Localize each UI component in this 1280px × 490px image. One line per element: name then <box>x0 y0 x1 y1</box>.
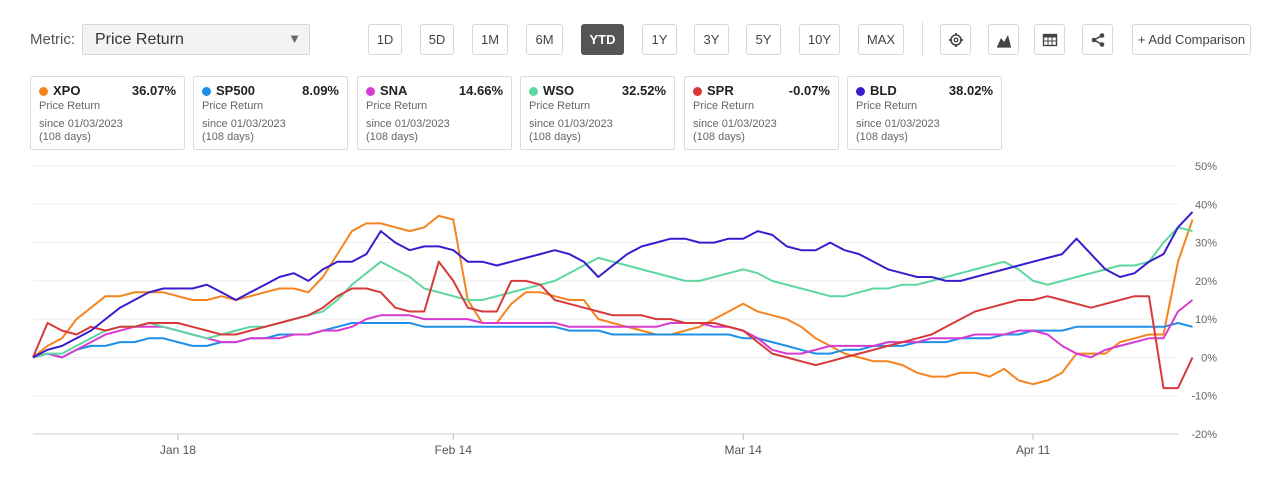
y-tick-label: 40% <box>1195 199 1217 211</box>
card-metric: Price Return <box>856 100 918 112</box>
range-button-5d[interactable]: 5D <box>420 24 454 55</box>
range-button-10y[interactable]: 10Y <box>799 24 840 55</box>
card-days: (108 days) <box>202 131 254 143</box>
legend-card-bld[interactable]: BLD 38.02% Price Return since 01/03/2023… <box>847 76 1002 150</box>
x-tick-label: Mar 14 <box>725 443 763 457</box>
metric-select[interactable]: Price Return ▼ <box>82 24 310 55</box>
card-ticker: SP500 <box>216 83 256 98</box>
range-button-max[interactable]: MAX <box>858 24 904 55</box>
chart-grid <box>33 165 1178 435</box>
card-metric: Price Return <box>202 100 264 112</box>
series-line-spr[interactable] <box>32 260 1194 390</box>
card-metric: Price Return <box>529 100 591 112</box>
legend-card-xpo[interactable]: XPO 36.07% Price Return since 01/03/2023… <box>30 76 185 150</box>
y-tick-label: 30% <box>1195 238 1217 250</box>
y-tick-label: -10% <box>1191 391 1217 403</box>
card-ticker: SPR <box>707 83 734 98</box>
series-color-dot <box>39 87 48 96</box>
card-percent: 38.02% <box>948 83 993 98</box>
range-button-ytd[interactable]: YTD <box>581 24 624 55</box>
y-axis: -20% -10% 0% 10% 20% 30% 40% 50% <box>1191 161 1217 441</box>
range-button-1d[interactable]: 1D <box>368 24 402 55</box>
y-tick-label: -20% <box>1191 429 1217 441</box>
card-ticker: BLD <box>870 83 897 98</box>
x-tick-label: Apr 11 <box>1016 443 1051 457</box>
card-since: since 01/03/2023 <box>366 118 450 130</box>
legend-card-wso[interactable]: WSO 32.52% Price Return since 01/03/2023… <box>520 76 675 150</box>
card-metric: Price Return <box>366 100 428 112</box>
toolbar: Metric: Price Return ▼ 1D 5D 1M 6M YTD 1… <box>0 0 1280 76</box>
y-tick-label: 0% <box>1201 352 1217 364</box>
card-percent: -0.07% <box>788 83 830 98</box>
legend-card-sna[interactable]: SNA 14.66% Price Return since 01/03/2023… <box>357 76 512 150</box>
chart-lines <box>32 211 1194 390</box>
range-button-6m[interactable]: 6M <box>526 24 563 55</box>
y-tick-label: 20% <box>1195 276 1217 288</box>
x-axis: Jan 18 Feb 14 Mar 14 Apr 11 <box>160 434 1051 457</box>
card-percent: 8.09% <box>302 83 339 98</box>
metric-label: Metric: <box>30 31 75 48</box>
table-icon <box>1042 33 1058 47</box>
card-days: (108 days) <box>529 131 581 143</box>
chart-type-button[interactable] <box>988 24 1019 55</box>
card-percent: 36.07% <box>131 83 176 98</box>
card-ticker: WSO <box>543 83 575 98</box>
card-metric: Price Return <box>39 100 101 112</box>
series-color-dot <box>856 87 865 96</box>
card-days: (108 days) <box>693 131 745 143</box>
gear-icon <box>949 33 963 47</box>
toolbar-divider <box>922 22 923 56</box>
series-line-xpo[interactable] <box>32 214 1194 386</box>
series-line-bld[interactable] <box>32 211 1194 359</box>
card-metric: Price Return <box>693 100 755 112</box>
y-tick-label: 50% <box>1195 161 1217 173</box>
price-return-chart[interactable]: -20% -10% 0% 10% 20% 30% 40% 50% Jan 18 Feb 14 Ma… <box>0 150 1280 490</box>
mountain-chart-icon <box>997 35 1011 48</box>
card-since: since 01/03/2023 <box>529 118 613 130</box>
metric-select-value: Price Return <box>95 31 184 48</box>
card-since: since 01/03/2023 <box>693 118 777 130</box>
chevron-down-icon: ▼ <box>288 31 301 46</box>
series-color-dot <box>202 87 211 96</box>
card-days: (108 days) <box>39 131 91 143</box>
add-comparison-button[interactable]: + Add Comparison <box>1132 24 1251 55</box>
range-button-1m[interactable]: 1M <box>472 24 508 55</box>
card-days: (108 days) <box>856 131 908 143</box>
card-ticker: XPO <box>53 83 81 98</box>
settings-button[interactable] <box>940 24 971 55</box>
range-button-5y[interactable]: 5Y <box>746 24 781 55</box>
table-view-button[interactable] <box>1034 24 1065 55</box>
series-line-sna[interactable] <box>32 299 1194 359</box>
legend-card-sp500[interactable]: SP500 8.09% Price Return since 01/03/202… <box>193 76 348 150</box>
range-button-1y[interactable]: 1Y <box>642 24 677 55</box>
series-line-sp500[interactable] <box>32 322 1193 359</box>
series-color-dot <box>366 87 375 96</box>
card-days: (108 days) <box>366 131 418 143</box>
card-since: since 01/03/2023 <box>39 118 123 130</box>
share-icon <box>1091 33 1105 47</box>
series-color-dot <box>693 87 702 96</box>
series-line-wso[interactable] <box>32 226 1193 359</box>
card-ticker: SNA <box>380 83 408 98</box>
range-button-3y[interactable]: 3Y <box>694 24 729 55</box>
legend-card-spr[interactable]: SPR -0.07% Price Return since 01/03/2023… <box>684 76 839 150</box>
share-button[interactable] <box>1082 24 1113 55</box>
x-tick-label: Feb 14 <box>435 443 473 457</box>
card-percent: 32.52% <box>621 83 666 98</box>
series-color-dot <box>529 87 538 96</box>
x-tick-label: Jan 18 <box>160 443 196 457</box>
card-since: since 01/03/2023 <box>856 118 940 130</box>
card-percent: 14.66% <box>458 83 503 98</box>
card-since: since 01/03/2023 <box>202 118 286 130</box>
y-tick-label: 10% <box>1195 314 1217 326</box>
